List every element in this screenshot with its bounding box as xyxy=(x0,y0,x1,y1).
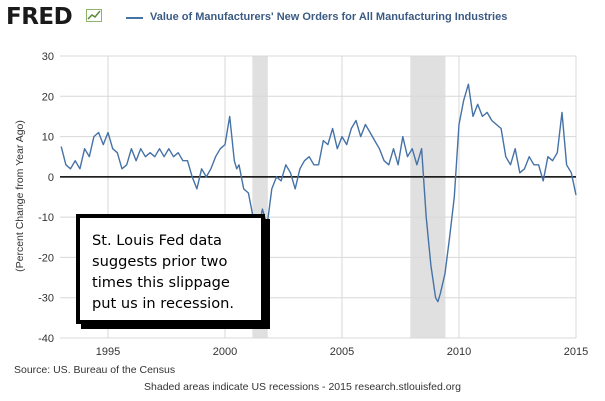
y-tick-label: -20 xyxy=(38,252,54,264)
annotation-line: St. Louis Fed data xyxy=(92,232,222,249)
y-tick-label: -10 xyxy=(38,212,54,224)
y-tick-label: 20 xyxy=(42,91,54,103)
annotation-line: suggests prior two xyxy=(92,253,228,270)
x-tick-label: 2000 xyxy=(213,346,237,358)
y-tick-label: 0 xyxy=(48,172,54,184)
x-tick-label: 2005 xyxy=(330,346,354,358)
y-tick-label: 30 xyxy=(42,51,54,63)
footer-text: Shaded areas indicate US recessions - 20… xyxy=(144,381,461,393)
source-text: Source: US. Bureau of the Census xyxy=(14,364,176,376)
legend-swatch xyxy=(126,17,143,19)
chart-title: Value of Manufacturers' New Orders for A… xyxy=(150,11,508,23)
recession-band xyxy=(410,56,446,338)
fred-logo: FRED xyxy=(6,4,73,30)
y-tick-label: -30 xyxy=(38,293,54,305)
y-tick-label: -40 xyxy=(38,333,54,345)
x-tick-label: 2015 xyxy=(564,346,588,358)
annotation-line: times this slippage xyxy=(92,274,230,291)
chart-legend: Value of Manufacturers' New Orders for A… xyxy=(126,10,578,24)
series-line xyxy=(60,83,577,303)
y-tick-label: 10 xyxy=(42,132,54,144)
annotation-box: St. Louis Fed data suggests prior two ti… xyxy=(76,214,265,324)
line-chart-icon xyxy=(86,9,102,22)
x-tick-label: 1995 xyxy=(96,346,120,358)
x-tick-label: 2010 xyxy=(447,346,471,358)
annotation-line: put us in recession. xyxy=(92,295,235,312)
